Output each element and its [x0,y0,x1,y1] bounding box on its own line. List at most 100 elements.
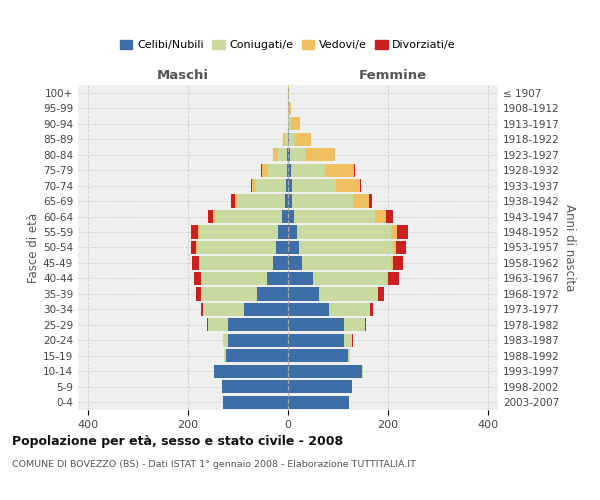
Bar [288,334,344,347]
Bar [273,256,288,270]
Bar [196,288,201,300]
Bar [288,364,362,378]
Bar [278,148,287,161]
Bar [288,148,290,161]
Bar [282,210,288,223]
Bar [262,164,268,176]
Bar [287,148,288,161]
Bar [235,194,237,207]
Bar [197,241,275,254]
Bar [391,256,392,270]
Bar [207,318,208,332]
Bar [213,210,215,223]
Bar [224,350,226,362]
Y-axis label: Anni di nascita: Anni di nascita [563,204,576,291]
Legend: Celibi/Nubili, Coniugati/e, Vedovi/e, Divorziati/e: Celibi/Nubili, Coniugati/e, Vedovi/e, Di… [116,36,460,54]
Bar [275,241,288,254]
Bar [194,272,201,285]
Bar [290,164,325,176]
Bar [295,132,311,145]
Bar [286,179,288,192]
Bar [191,241,196,254]
Bar [288,318,344,332]
Bar [191,226,198,238]
Bar [288,241,299,254]
Bar [353,194,369,207]
Bar [393,241,396,254]
Bar [344,318,365,332]
Bar [278,226,288,238]
Bar [268,164,287,176]
Bar [336,179,360,192]
Bar [288,179,292,192]
Y-axis label: Fasce di età: Fasce di età [27,212,40,282]
Bar [251,179,256,192]
Bar [353,164,355,176]
Bar [365,318,366,332]
Bar [386,210,393,223]
Bar [223,334,228,347]
Bar [230,194,235,207]
Bar [290,148,305,161]
Text: Femmine: Femmine [359,69,427,82]
Text: Popolazione per età, sesso e stato civile - 2008: Popolazione per età, sesso e stato civil… [12,435,343,448]
Bar [228,334,288,347]
Bar [375,210,386,223]
Bar [288,102,289,115]
Bar [288,396,349,409]
Bar [392,256,403,270]
Bar [299,241,393,254]
Bar [228,318,288,332]
Bar [388,272,398,285]
Bar [288,226,297,238]
Bar [199,256,273,270]
Bar [344,334,352,347]
Bar [288,164,290,176]
Bar [319,288,378,300]
Bar [348,350,350,362]
Bar [226,350,288,362]
Bar [289,132,295,145]
Bar [288,117,290,130]
Bar [208,318,228,332]
Bar [201,288,257,300]
Bar [297,226,391,238]
Bar [369,194,371,207]
Bar [292,179,336,192]
Bar [305,148,335,161]
Bar [198,226,199,238]
Bar [396,241,406,254]
Text: COMUNE DI BOVEZZO (BS) - Dati ISTAT 1° gennaio 2008 - Elaborazione TUTTITALIA.IT: COMUNE DI BOVEZZO (BS) - Dati ISTAT 1° g… [12,460,416,469]
Bar [287,164,288,176]
Bar [288,272,313,285]
Bar [244,303,288,316]
Bar [203,303,244,316]
Bar [199,226,278,238]
Bar [292,194,353,207]
Bar [370,303,373,316]
Bar [360,179,361,192]
Bar [288,256,302,270]
Bar [273,148,278,161]
Bar [288,380,352,394]
Bar [288,194,292,207]
Bar [313,272,387,285]
Bar [302,256,391,270]
Bar [201,272,267,285]
Bar [294,210,375,223]
Bar [200,303,203,316]
Bar [191,256,199,270]
Bar [288,350,348,362]
Bar [222,380,288,394]
Bar [290,117,299,130]
Bar [325,164,353,176]
Bar [283,132,284,145]
Bar [288,132,289,145]
Bar [214,364,288,378]
Bar [288,288,319,300]
Bar [215,210,282,223]
Bar [391,226,397,238]
Bar [289,102,291,115]
Bar [284,132,287,145]
Bar [208,210,213,223]
